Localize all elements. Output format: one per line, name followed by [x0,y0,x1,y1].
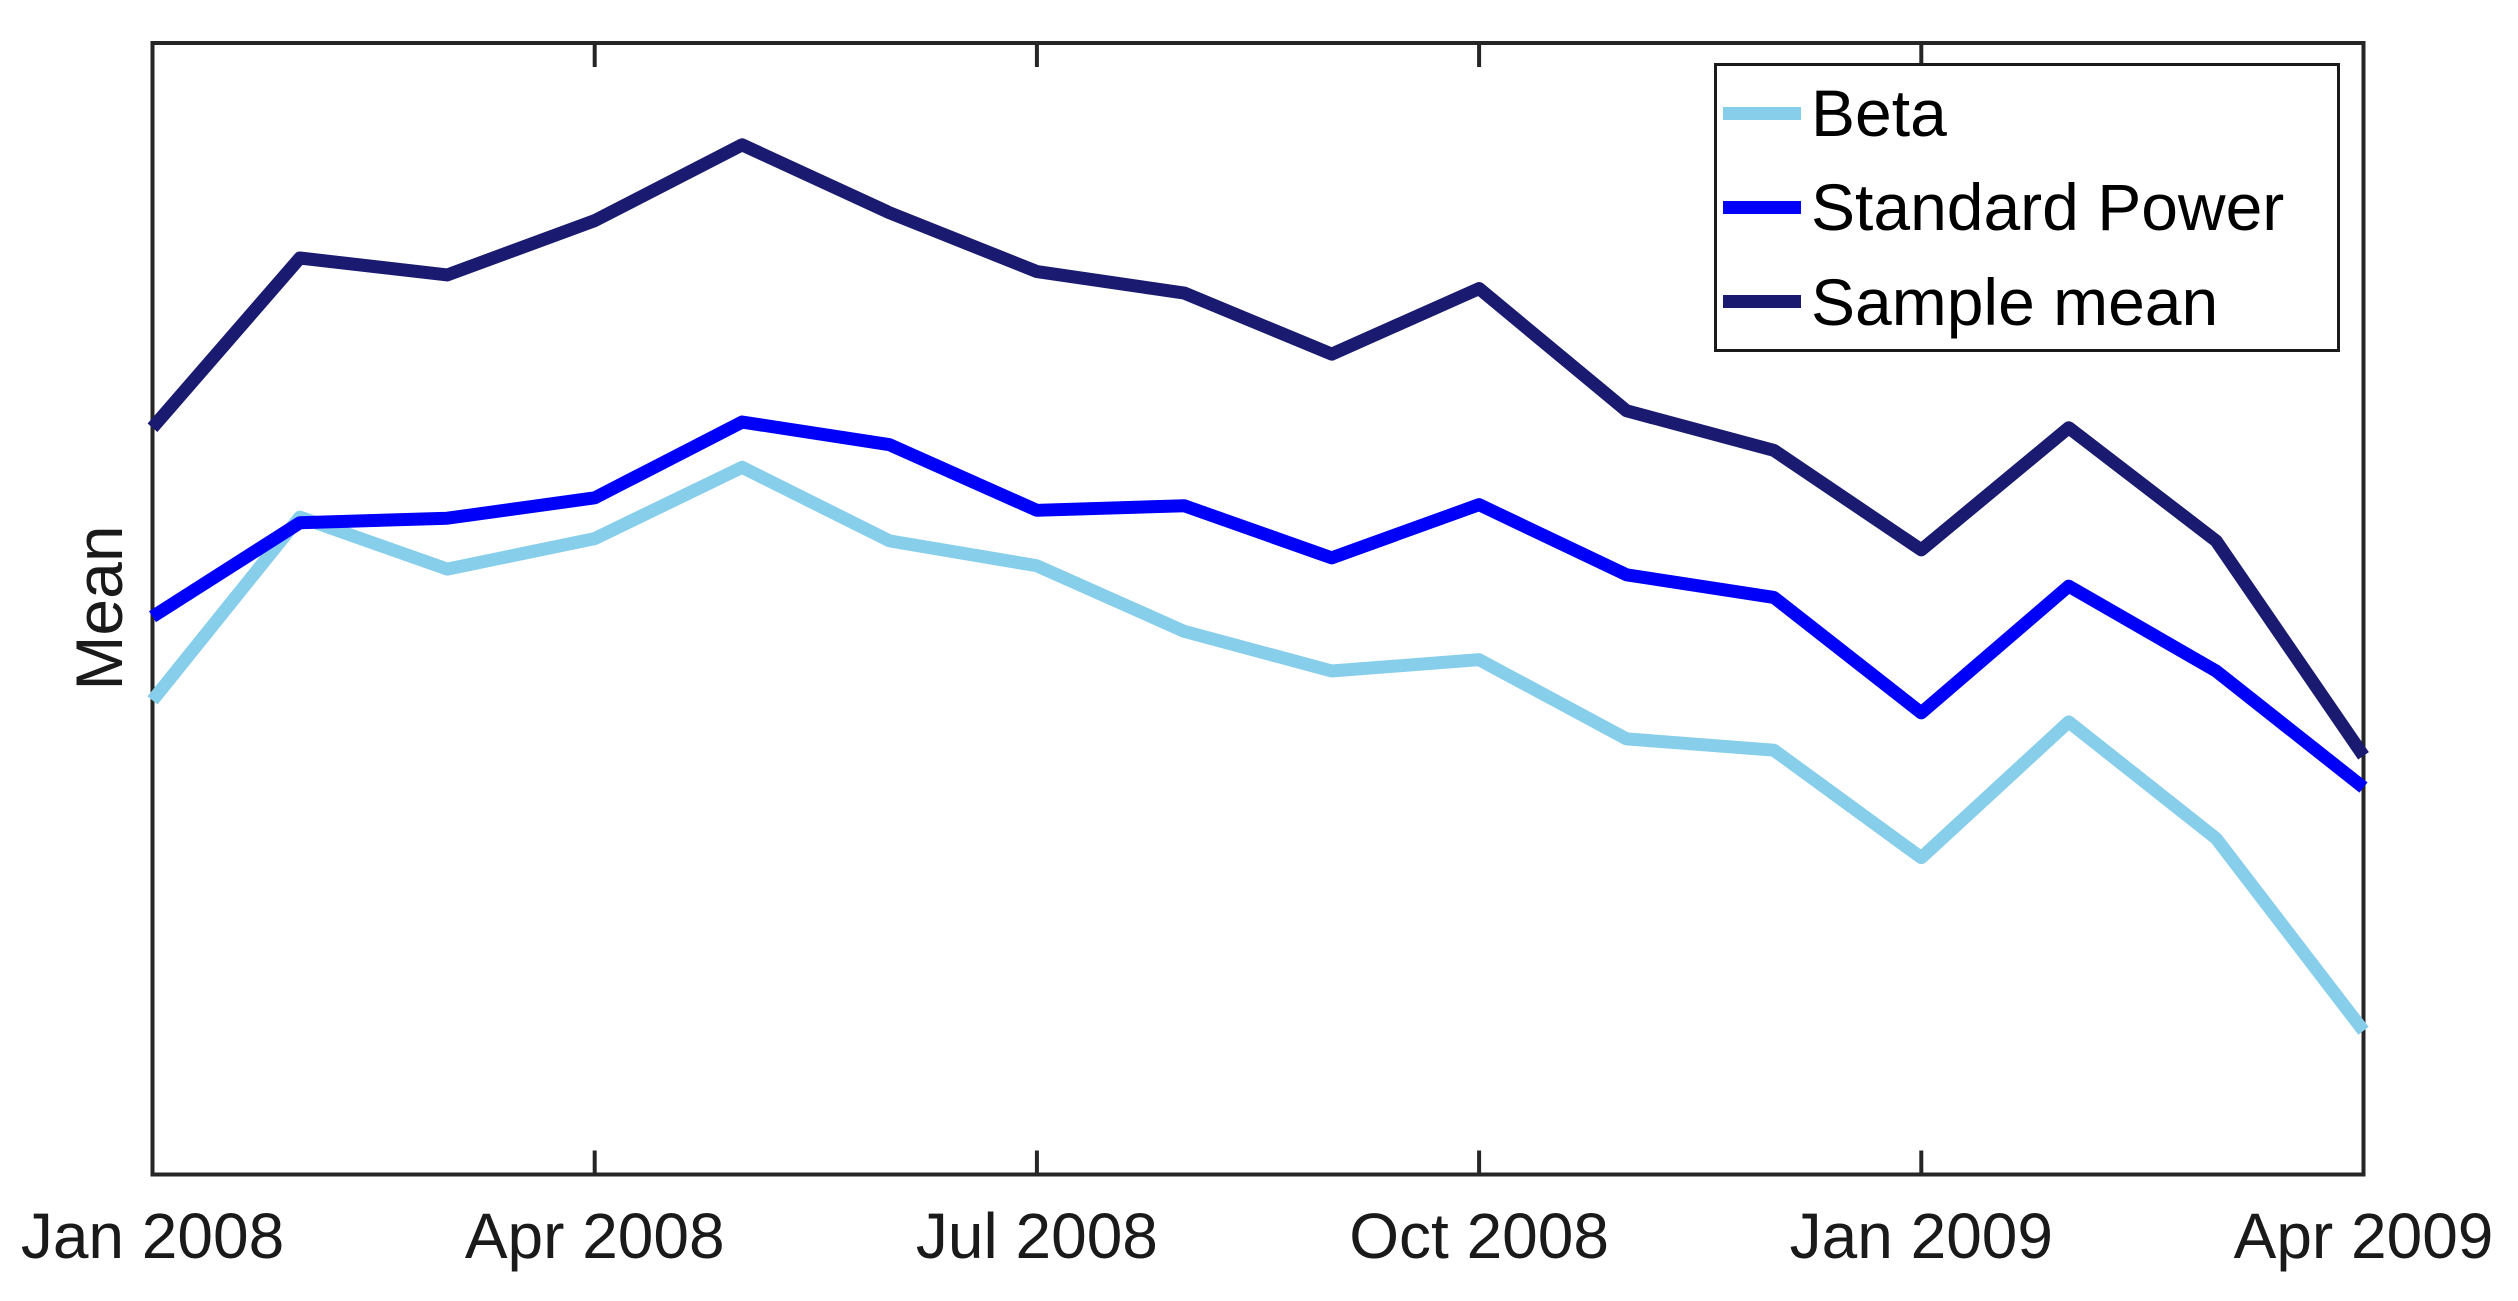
x-tick-label: Jan 2008 [20,1200,285,1272]
legend-label: Standard Power [1811,170,2285,245]
legend-line-swatch-icon [1723,295,1801,309]
x-tick-label: Apr 2009 [2233,1200,2494,1272]
series-line-sample-mean [147,138,2369,760]
series-lines [147,138,2369,1035]
x-tick-label: Oct 2008 [1349,1200,1609,1272]
legend-label: Sample mean [1811,264,2219,339]
x-tick-label: Jul 2008 [915,1200,1158,1272]
series-line-standard-power [149,415,2368,793]
series-line-beta [147,460,2369,1035]
plot-box [150,41,2366,1177]
legend-label: Beta [1811,76,1947,151]
legend-item-sample-mean: Sample mean [1723,269,2337,335]
legend-item-beta: Beta [1723,80,2337,146]
legend-line-swatch-icon [1723,200,1801,214]
x-tick-label: Jan 2009 [1789,1200,2053,1272]
legend: Beta Standard Power Sample mean [1714,63,2340,352]
legend-item-standard-power: Standard Power [1723,174,2337,240]
y-axis-label: Mean [62,525,136,691]
x-tick-label: Apr 2008 [464,1200,725,1272]
legend-line-swatch-icon [1723,106,1801,120]
